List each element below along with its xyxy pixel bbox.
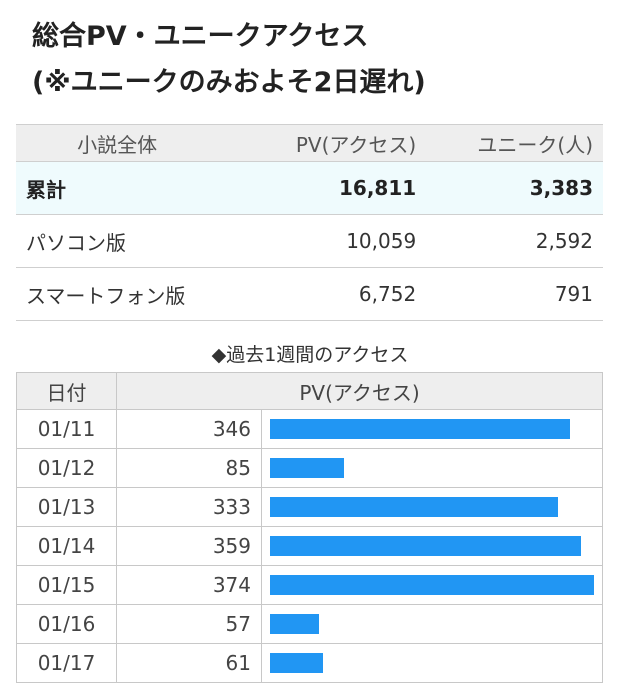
weekly-body: 01/11 346 01/12 85 01/13 333 01/14 359 01/15 374 0… [15,409,603,683]
pv-bar-cell [261,643,603,683]
pv-bar [270,458,344,478]
pv-bar [270,497,558,517]
table-row: 01/16 57 [15,604,603,644]
summary-row-unique: 3,383 [426,161,603,215]
weekly-header-row: 日付 PV(アクセス) [15,372,603,410]
title-line-1: 総合PV・ユニークアクセス [32,21,369,52]
pv-value-cell: 57 [116,604,262,644]
date-cell: 01/16 [15,604,118,644]
pv-bar [270,536,581,556]
summary-row-total: 累計 16,811 3,383 [16,161,603,215]
summary-header-row: 小説全体 PV(アクセス) ユニーク(人) [16,124,603,162]
summary-header-unique: ユニーク(人) [426,124,603,162]
date-cell: 01/17 [15,643,118,683]
date-cell: 01/12 [15,448,118,488]
weekly-table: 日付 PV(アクセス) 01/11 346 01/12 85 01/13 333 01/14… [15,372,603,683]
date-cell: 01/11 [15,409,118,449]
pv-value-cell: 333 [116,487,262,527]
summary-header-pv: PV(アクセス) [218,124,427,162]
summary-row-pv: 16,811 [218,161,427,215]
pv-bar-cell [261,604,603,644]
summary-row-label: パソコン版 [16,214,219,268]
summary-row-unique: 791 [426,267,603,321]
pv-bar-cell [261,526,603,566]
summary-row-pv: 10,059 [218,214,427,268]
table-row: 01/11 346 [15,409,603,449]
pv-value-cell: 374 [116,565,262,605]
table-row: 01/14 359 [15,526,603,566]
table-row: 01/12 85 [15,448,603,488]
pv-value-cell: 61 [116,643,262,683]
summary-row-label: スマートフォン版 [16,267,219,321]
date-cell: 01/14 [15,526,118,566]
summary-row-pv: 6,752 [218,267,427,321]
title-line-2: (※ユニークのみおよそ2日遅れ) [32,67,426,98]
summary-row-label: 累計 [16,161,219,215]
pv-bar-cell [261,448,603,488]
weekly-caption: ◆過去1週間のアクセス [211,344,409,366]
weekly-header-date: 日付 [15,372,118,410]
pv-value-cell: 85 [116,448,262,488]
date-cell: 01/13 [15,487,118,527]
pv-bar [270,575,594,595]
pv-bar-cell [261,487,603,527]
pv-bar-cell [261,409,603,449]
summary-row-pc: パソコン版 10,059 2,592 [16,214,603,268]
pv-bar [270,614,319,634]
date-cell: 01/15 [15,565,118,605]
summary-row-smartphone: スマートフォン版 6,752 791 [16,267,603,321]
pv-bar-cell [261,565,603,605]
table-row: 01/15 374 [15,565,603,605]
summary-header-label: 小説全体 [16,124,219,162]
page-title: 総合PV・ユニークアクセス (※ユニークのみおよそ2日遅れ) [32,14,426,106]
table-row: 01/13 333 [15,487,603,527]
summary-row-unique: 2,592 [426,214,603,268]
pv-value-cell: 346 [116,409,262,449]
pv-value-cell: 359 [116,526,262,566]
pv-bar [270,653,323,673]
weekly-header-pv: PV(アクセス) [116,372,603,410]
table-row: 01/17 61 [15,643,603,683]
summary-table: 小説全体 PV(アクセス) ユニーク(人) 累計 16,811 3,383 パソ… [16,124,603,321]
pv-bar [270,419,570,439]
